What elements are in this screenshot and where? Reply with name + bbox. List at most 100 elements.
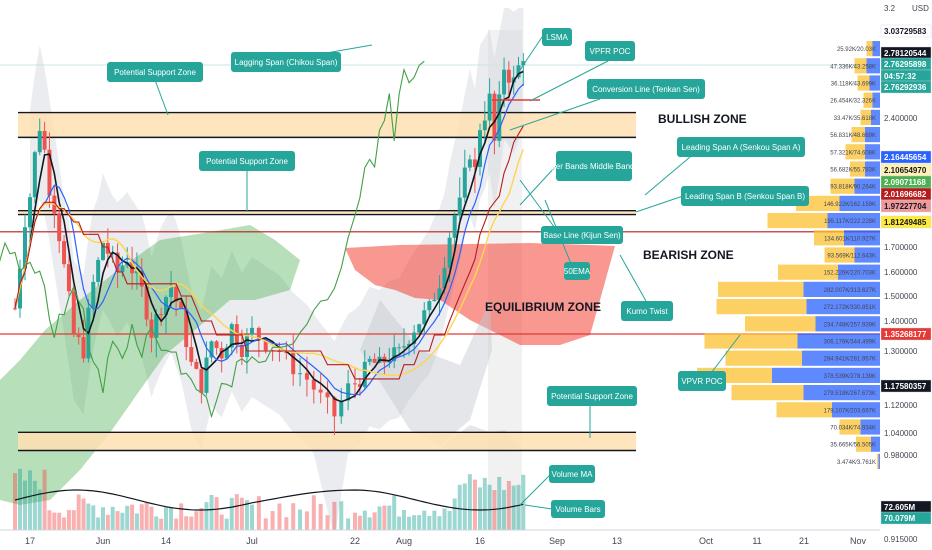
candle-body: [332, 397, 337, 417]
price-label: 72.605M: [884, 503, 915, 512]
vp-row-down: [856, 436, 871, 452]
vp-row-down: [860, 109, 871, 125]
candle-body: [437, 288, 442, 300]
bearish-cloud: [345, 243, 615, 345]
price-label-bg: [880, 150, 932, 164]
time-tick: Sep: [549, 536, 565, 546]
candle-body: [298, 373, 303, 375]
vp-row-up: [815, 316, 880, 332]
vp-row-label: 378.539K⁄278.139K: [824, 374, 876, 380]
price-tick: 1.500000: [884, 292, 918, 301]
volume-bar: [52, 512, 57, 530]
price-label-bg: [880, 215, 932, 229]
volume-bar: [130, 504, 135, 530]
zone-label: EQUILIBRIUM ZONE: [485, 300, 601, 314]
price-tick: 0.980000: [884, 451, 918, 460]
ema50-line: [14, 148, 524, 377]
currency-unit: USD: [912, 4, 929, 13]
candle-body: [76, 333, 81, 338]
time-tick: Nov: [850, 536, 867, 546]
vp-row-label: 93.818K⁄90.264K: [830, 185, 876, 191]
candle-body: [214, 341, 219, 348]
vp-row-down: [830, 178, 855, 194]
candle-body: [502, 69, 507, 95]
candle-body: [144, 286, 149, 320]
price-label-bg: [880, 80, 932, 94]
callout-label: VPVR POC: [681, 377, 723, 386]
callout-arrow: [635, 195, 684, 213]
callout-label: Leading Span B (Senkou Span B): [685, 192, 805, 201]
callout-box: [556, 151, 632, 181]
volume-bar: [86, 503, 91, 530]
volume-bar: [224, 518, 229, 530]
volume-bar: [28, 470, 32, 530]
vp-row-up: [839, 195, 880, 211]
callout-label: Volume MA: [552, 470, 594, 479]
callout-label: Bollinger Bands Middle Band Basis: [532, 162, 657, 171]
vp-row-label: 26.454K⁄32.326K: [830, 99, 876, 105]
volume-bar: [174, 518, 179, 530]
vp-row-down: [725, 350, 802, 366]
volume-bar: [478, 487, 482, 530]
vp-row-label: 33.47K⁄35.618K: [834, 116, 876, 122]
volume-bar: [134, 513, 139, 530]
callout-box: [564, 262, 590, 280]
time-axis-bg: [0, 530, 880, 550]
callout-arrow: [644, 156, 691, 196]
candle-body: [66, 264, 71, 292]
vp-row-label: 56.682K⁄55.783K: [830, 168, 876, 174]
vp-row-up: [838, 264, 880, 280]
price-label: 2.09071168: [884, 178, 926, 187]
vp-row-label: 3.474K⁄3.761K: [837, 460, 876, 466]
volume-bar: [506, 481, 511, 530]
candle-body: [353, 383, 357, 385]
volume-bar: [412, 515, 417, 530]
candle-body: [516, 65, 521, 78]
candle-body: [478, 130, 482, 168]
vp-row-down: [851, 127, 865, 143]
volume-bar: [382, 505, 387, 530]
candle-body: [362, 361, 367, 387]
volume-bar: [339, 501, 344, 530]
volume-bar: [502, 489, 507, 530]
volume-bar: [437, 516, 442, 530]
support-zones: [18, 111, 636, 452]
callout-label: Conversion Line (Tenkan Sen): [592, 85, 700, 94]
price-label: 3.03729583: [884, 27, 927, 36]
vp-row-label: 179.107K⁄203.697K: [824, 408, 876, 414]
cloud-transition: [360, 300, 492, 445]
vp-row-down: [857, 75, 870, 91]
volume-bar: [472, 479, 477, 530]
volume-bar: [392, 495, 397, 530]
volume-bar: [71, 510, 76, 530]
candle-body: [447, 237, 452, 268]
price-tick: 1.700000: [884, 243, 918, 252]
volume-bar: [402, 510, 406, 530]
candle-body: [311, 379, 316, 390]
volume-bar: [250, 504, 254, 530]
time-tick: 17: [25, 536, 35, 546]
vp-row-up: [803, 281, 880, 297]
vp-row-up: [844, 230, 880, 246]
callout-label: Leading Span A (Senkou Span A): [682, 143, 801, 152]
price-label: 1.97227704: [884, 202, 927, 211]
candle-body: [397, 347, 402, 349]
vp-row-label: 234.748K⁄257.939K: [824, 322, 876, 328]
candle-body: [184, 308, 189, 348]
candle-body: [256, 327, 261, 340]
volume-bar: [76, 494, 81, 530]
candle-body: [154, 314, 159, 338]
candle-body: [497, 94, 502, 141]
volume-bar: [159, 518, 164, 530]
price-tick: 0.915000: [884, 535, 918, 544]
volume-bar: [194, 511, 199, 530]
vp-row-down: [718, 281, 804, 297]
callout-arrow: [519, 165, 557, 206]
callout-box: [547, 386, 637, 406]
candle-body: [304, 373, 309, 380]
volume-bars: [13, 468, 526, 530]
volume-bar: [467, 474, 472, 530]
volume-bar: [362, 510, 367, 530]
time-tick: 13: [612, 536, 622, 546]
